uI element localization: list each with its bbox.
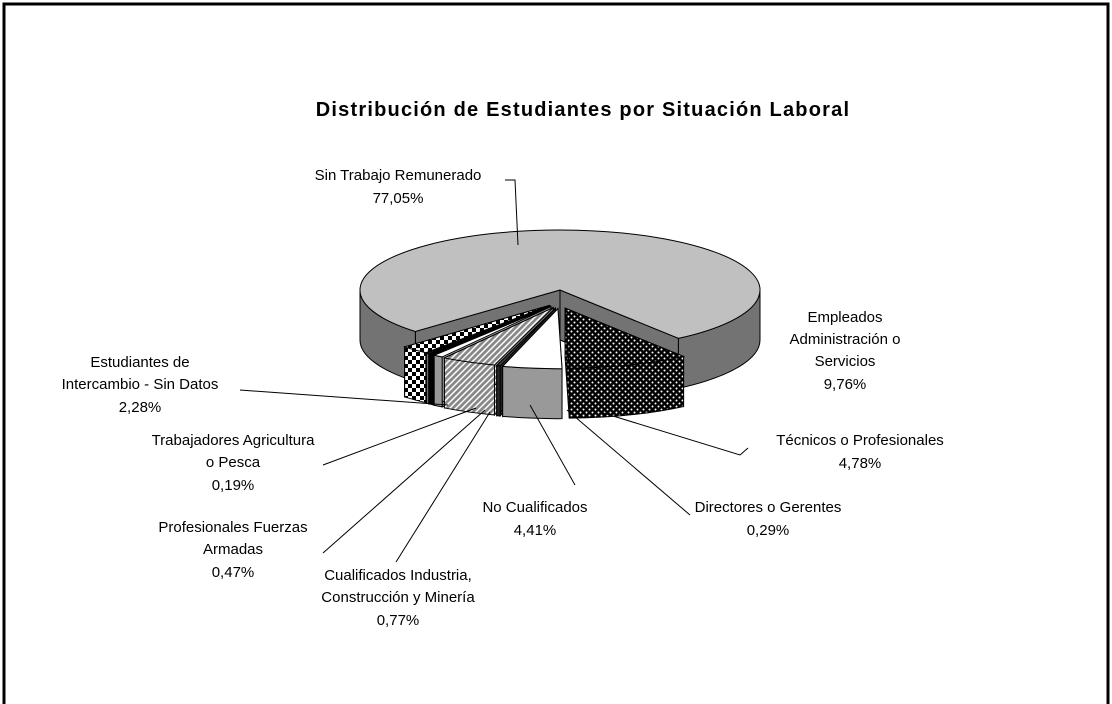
- leader-line: [529, 404, 576, 486]
- slice-side: [433, 354, 443, 408]
- category-label-line: Profesionales Fuerzas: [158, 519, 307, 536]
- category-label: Cualificados Industria, Construcción y Mi…: [321, 567, 475, 606]
- category-label: Directores o Gerentes: [695, 499, 842, 516]
- category-label-line: Intercambio - Sin Datos: [62, 376, 219, 393]
- category-label-line: Técnicos o Profesionales: [776, 432, 944, 449]
- leader-line: [395, 411, 491, 563]
- category-label: Empleados Administración o Servicios: [790, 309, 901, 370]
- slice-side: [428, 353, 435, 406]
- value-label: 4,78%: [839, 455, 882, 472]
- category-label-line: Directores o Gerentes: [695, 499, 842, 516]
- chart-title: Distribución de Estudiantes por Situació…: [316, 99, 850, 121]
- slice-side: [426, 352, 430, 405]
- category-label-line: Construcción y Minería: [321, 589, 475, 606]
- category-label-line: Cualificados Industria,: [324, 567, 472, 584]
- slice-top: [501, 307, 563, 370]
- leader-line: [322, 409, 486, 554]
- category-label: Técnicos o Profesionales: [776, 432, 944, 449]
- slice-top: [564, 307, 686, 369]
- leader-line: [505, 179, 519, 246]
- slice: [564, 307, 686, 419]
- value-label: 9,76%: [824, 376, 867, 393]
- category-label-line: Sin Trabajo Remunerado: [315, 167, 482, 184]
- leader-line: [566, 409, 691, 516]
- category-label-line: o Pesca: [206, 454, 261, 471]
- slice-side: [502, 365, 563, 420]
- category-label-line: No Cualificados: [482, 499, 587, 516]
- category-label-line: Empleados: [807, 309, 882, 326]
- slice-side: [496, 365, 501, 417]
- category-label: No Cualificados: [482, 499, 587, 516]
- category-label: Trabajadores Agricultura o Pesca: [152, 432, 316, 471]
- slice-side: [404, 346, 427, 404]
- slice-side: [443, 357, 495, 416]
- category-label: Profesionales Fuerzas Armadas: [158, 519, 307, 558]
- category-label: Sin Trabajo Remunerado: [315, 167, 482, 184]
- value-label: 0,47%: [212, 564, 255, 581]
- leader-line: [239, 389, 449, 406]
- leader-line: [599, 411, 749, 456]
- value-label: 0,77%: [377, 612, 420, 629]
- value-label: 77,05%: [373, 190, 424, 207]
- slice-top: [432, 306, 552, 358]
- value-label: 0,29%: [747, 522, 790, 539]
- slice-top: [359, 229, 761, 339]
- slice-top: [442, 307, 554, 366]
- leader-line: [322, 407, 477, 466]
- value-label: 4,41%: [514, 522, 557, 539]
- category-label-line: Estudiantes de: [90, 354, 189, 371]
- category-label: Estudiantes de Intercambio - Sin Datos: [62, 354, 219, 393]
- value-label: 0,19%: [212, 477, 255, 494]
- slice-top: [495, 307, 556, 367]
- slice: [501, 307, 563, 420]
- category-label-line: Trabajadores Agricultura: [152, 432, 316, 449]
- value-label: 2,28%: [119, 399, 162, 416]
- category-label-line: Servicios: [815, 353, 876, 370]
- slice-top: [402, 305, 550, 354]
- category-label-line: Armadas: [203, 541, 263, 558]
- category-label-line: Administración o: [790, 331, 901, 348]
